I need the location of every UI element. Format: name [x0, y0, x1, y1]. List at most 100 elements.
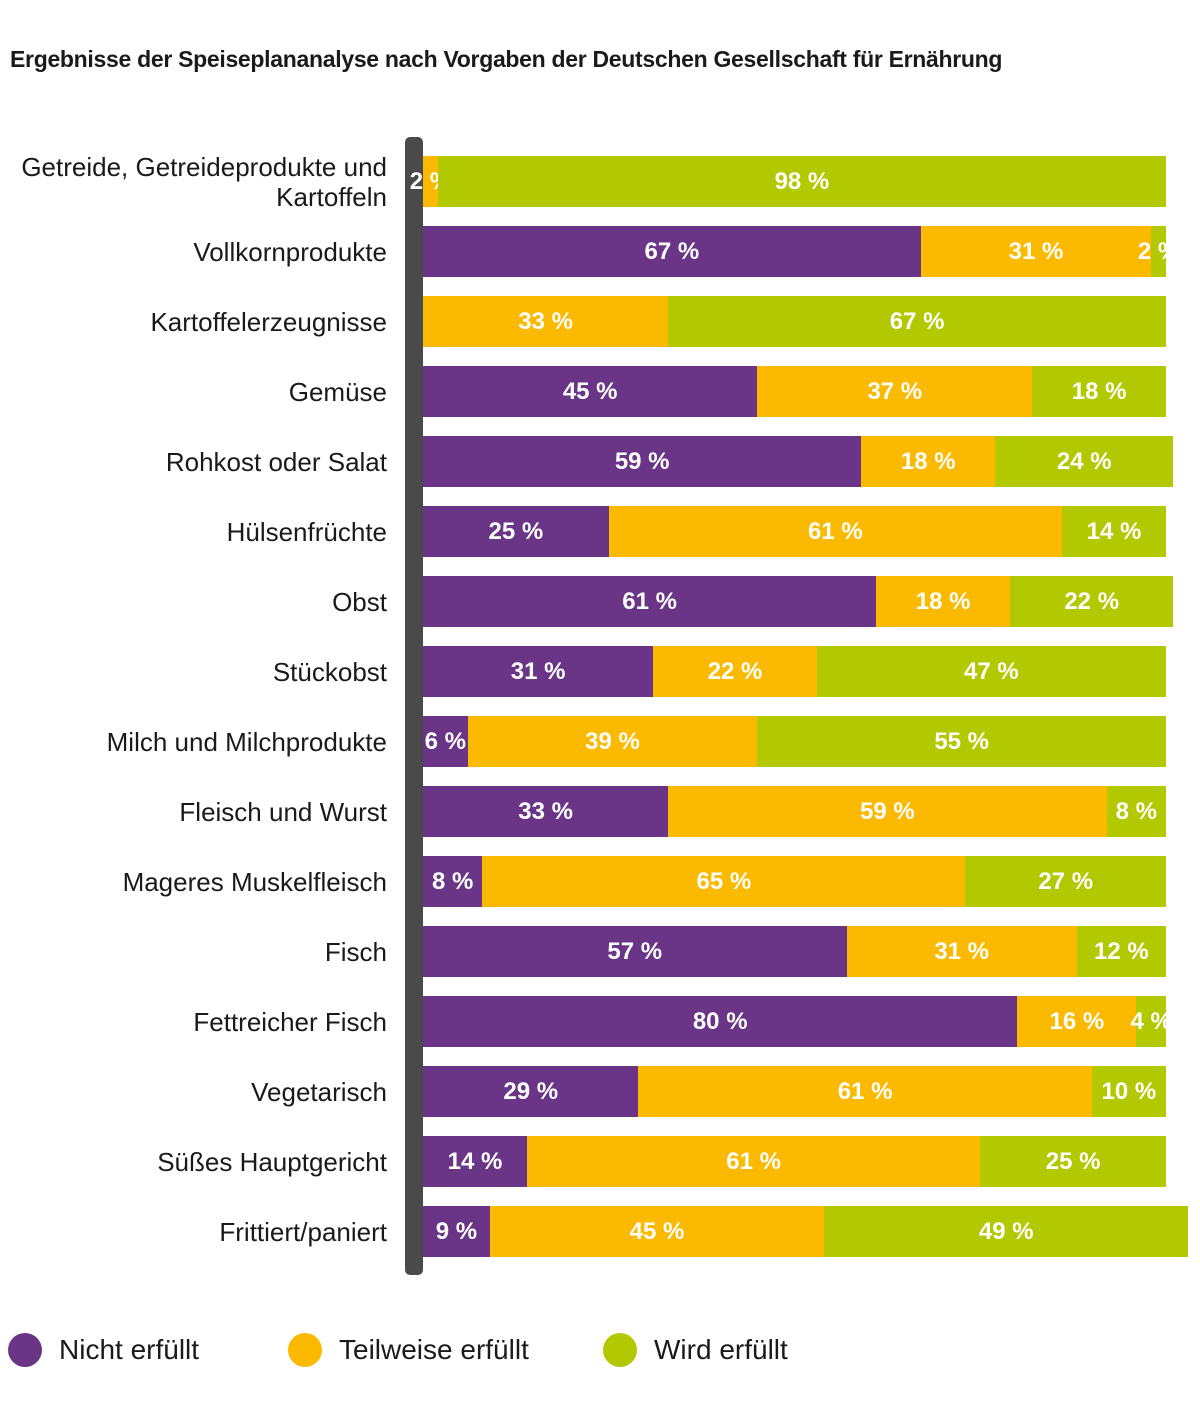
value-label: 31 %: [934, 938, 990, 965]
category-label: Kartoffelerzeugnisse: [150, 306, 387, 337]
bar-segment: [668, 786, 1107, 837]
value-label: 27 %: [1038, 868, 1094, 895]
bar-segment: [1009, 576, 1174, 627]
legend-label: Nicht erfüllt: [59, 1334, 200, 1365]
value-label: 65 %: [696, 868, 752, 895]
bar-segment: [876, 576, 1010, 627]
bar-segment: [423, 996, 1018, 1047]
bar-segment: [608, 506, 1062, 557]
bar-segment: [423, 856, 483, 907]
value-label: 6 %: [424, 728, 466, 755]
category-label: Obst: [332, 586, 387, 617]
bar-segment: [423, 1136, 528, 1187]
bar-segment: [423, 436, 862, 487]
category-label: Fleisch und Wurst: [179, 796, 387, 827]
value-label: 8 %: [432, 868, 474, 895]
value-label: 49 %: [978, 1218, 1034, 1245]
value-label: 55 %: [934, 728, 990, 755]
value-label: 47 %: [964, 658, 1019, 685]
category-label: Milch und Milchprodukte: [106, 726, 387, 757]
bar-segment: [816, 646, 1166, 697]
category-label: Hülsenfrüchte: [226, 516, 387, 547]
bar-segment: [824, 1206, 1189, 1257]
bar-segment: [437, 156, 1166, 207]
legend-marker: [288, 1333, 322, 1367]
legend-label: Wird erfüllt: [654, 1334, 788, 1365]
value-label: 22 %: [707, 658, 763, 685]
value-label: 14 %: [447, 1148, 503, 1175]
value-label: 18 %: [1071, 378, 1127, 405]
value-label: 98 %: [774, 168, 830, 195]
category-label: Getreide, Getreideprodukte und Kartoffel…: [21, 151, 387, 212]
bar-segment: [423, 156, 438, 207]
bar-segment: [1076, 926, 1166, 977]
value-label: 18 %: [900, 448, 956, 475]
bar-segment: [423, 786, 669, 837]
legend-label: Teilweise erfüllt: [339, 1334, 529, 1365]
value-label: 9 %: [435, 1218, 478, 1245]
bar-segment: [423, 226, 921, 277]
bar-segment: [423, 296, 669, 347]
value-label: 67 %: [889, 308, 945, 335]
value-label: 29 %: [503, 1078, 559, 1105]
category-label: Vegetarisch: [251, 1076, 387, 1107]
bar-segment: [1151, 226, 1166, 277]
bar-segment: [757, 716, 1166, 767]
bar-segment: [980, 1136, 1166, 1187]
value-label: 61 %: [726, 1148, 781, 1175]
bar-segment: [653, 646, 817, 697]
value-label: 45 %: [562, 378, 618, 405]
value-label: 25 %: [488, 518, 544, 545]
bar-segment: [1136, 996, 1166, 1047]
value-label: 8 %: [1115, 798, 1157, 825]
axis-bar: [405, 137, 423, 1275]
legend-marker: [603, 1333, 637, 1367]
value-label: 31 %: [510, 658, 566, 685]
value-label: 2 %: [1137, 238, 1180, 265]
category-label: Mageres Muskelfleisch: [122, 866, 387, 897]
bar-segment: [527, 1136, 981, 1187]
category-label: Süßes Hauptgericht: [157, 1146, 387, 1177]
value-label: 12 %: [1094, 938, 1149, 965]
value-label: 25 %: [1045, 1148, 1101, 1175]
chart-title: Ergebnisse der Speiseplananalyse nach Vo…: [10, 46, 1003, 72]
bar-segment: [638, 1066, 1092, 1117]
bar-segment: [1061, 506, 1166, 557]
bar-segment: [489, 1206, 825, 1257]
bar-segment: [995, 436, 1174, 487]
bar-segment: [1106, 786, 1166, 837]
value-label: 59 %: [860, 798, 915, 825]
bar-segment: [423, 506, 609, 557]
bar-segment: [482, 856, 966, 907]
category-label: Gemüse: [288, 376, 387, 407]
value-label: 10 %: [1101, 1078, 1157, 1105]
category-label: Frittiert/paniert: [219, 1216, 387, 1247]
bar-segment: [757, 366, 1033, 417]
value-label: 14 %: [1086, 518, 1142, 545]
value-label: 39 %: [585, 728, 640, 755]
value-label: 33 %: [518, 798, 573, 825]
bar-segment: [423, 646, 654, 697]
bar-segment: [1091, 1066, 1166, 1117]
bar-segment: [965, 856, 1166, 907]
value-label: 61 %: [808, 518, 863, 545]
bar-segment: [423, 716, 468, 767]
category-label: Rohkost oder Salat: [165, 446, 387, 477]
value-label: 31 %: [1008, 238, 1064, 265]
legend-marker: [8, 1333, 42, 1367]
value-label: 18 %: [915, 588, 971, 615]
bar-segment: [846, 926, 1077, 977]
bar-segment: [1017, 996, 1137, 1047]
value-label: 24 %: [1056, 448, 1112, 475]
bar-segment: [920, 226, 1152, 277]
value-label: 4 %: [1130, 1008, 1172, 1035]
bar-segment: [423, 1066, 639, 1117]
bar-segment: [423, 926, 847, 977]
value-label: 37 %: [867, 378, 923, 405]
value-label: 80 %: [692, 1008, 748, 1035]
bar-segment: [861, 436, 996, 487]
value-label: 67 %: [644, 238, 700, 265]
category-label: Stückobst: [272, 656, 387, 687]
value-label: 22 %: [1064, 588, 1120, 615]
